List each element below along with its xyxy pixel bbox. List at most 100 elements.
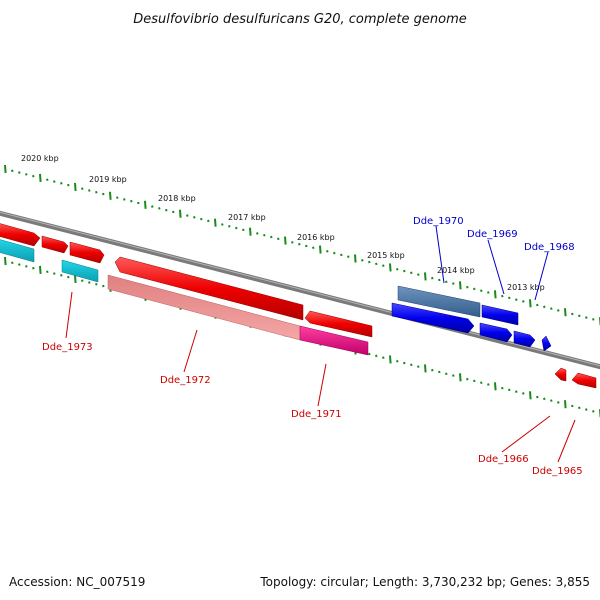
scale-tick-outer-minor bbox=[326, 250, 329, 253]
gene-block-dde-1968[interactable] bbox=[513, 330, 536, 348]
scale-tick-outer-major bbox=[39, 173, 42, 183]
scale-tick-outer-minor bbox=[340, 253, 343, 257]
gene-block-dde-1969[interactable] bbox=[479, 322, 513, 343]
accession-text: Accession: NC_007519 bbox=[9, 575, 145, 589]
scale-tick-inner-minor bbox=[515, 390, 518, 393]
gene-block-dde-1972-top[interactable] bbox=[114, 256, 304, 321]
scale-tick-outer-minor bbox=[81, 187, 84, 190]
scale-label-2016: 2016 kbp bbox=[297, 233, 335, 242]
scale-tick-outer-minor bbox=[277, 237, 280, 241]
scale-tick-outer-minor bbox=[417, 273, 420, 276]
scale-tick-outer-major bbox=[214, 218, 217, 227]
gene-label-dde-1970: Dde_1970 bbox=[413, 216, 464, 227]
gene-label-dde-1973: Dde_1973 bbox=[42, 342, 93, 353]
scale-tick-outer-minor bbox=[536, 303, 539, 307]
scale-tick-outer-minor bbox=[137, 201, 140, 205]
genome-backbone bbox=[0, 210, 600, 370]
scale-tick-outer-minor bbox=[60, 182, 63, 185]
gene-label-dde-1971: Dde_1971 bbox=[291, 409, 342, 420]
gene-block-dde-1969-top[interactable] bbox=[481, 304, 519, 326]
scale-tick-outer-minor bbox=[312, 246, 315, 250]
scale-tick-inner-minor bbox=[536, 395, 539, 399]
scale-tick-outer-minor bbox=[508, 296, 511, 300]
scale-label-2014: 2014 kbp bbox=[437, 266, 475, 275]
scale-tick-outer-minor bbox=[95, 190, 98, 194]
scale-tick-outer-major bbox=[284, 236, 287, 245]
scale-tick-inner-minor bbox=[67, 275, 70, 279]
scale-tick-outer-minor bbox=[32, 174, 35, 178]
scale-label-2017: 2017 kbp bbox=[228, 213, 266, 222]
scale-tick-outer-minor bbox=[487, 291, 490, 294]
scale-tick-inner-minor bbox=[445, 372, 448, 376]
scale-tick-inner-minor bbox=[46, 270, 49, 274]
scale-tick-outer-major bbox=[389, 263, 392, 272]
scale-tick-outer-major bbox=[74, 182, 77, 191]
scale-tick-outer-minor bbox=[473, 287, 476, 291]
gene-label-dde-1965: Dde_1965 bbox=[532, 466, 583, 477]
scale-tick-outer-minor bbox=[151, 205, 154, 208]
gene-block-dde-1966[interactable] bbox=[554, 367, 567, 382]
scale-tick-inner-minor bbox=[501, 386, 504, 390]
scale-tick-outer-minor bbox=[438, 278, 441, 282]
map-title: Desulfovibrio desulfuricans G20, complet… bbox=[133, 12, 467, 27]
scale-tick-inner-minor bbox=[431, 368, 434, 372]
leader-dde-1972 bbox=[183, 329, 198, 373]
scale-tick-outer-minor bbox=[46, 178, 49, 182]
scale-tick-outer-major bbox=[319, 245, 322, 254]
scale-ticks-outer bbox=[4, 164, 600, 326]
gene-block-dde-1965[interactable] bbox=[571, 372, 597, 389]
scale-tick-outer-minor bbox=[431, 276, 434, 280]
scale-tick-inner-minor bbox=[25, 265, 28, 268]
scale-tick-inner-minor bbox=[32, 266, 35, 270]
gene-block-cyan-left[interactable] bbox=[0, 239, 35, 263]
gene-block-dde-1970[interactable] bbox=[391, 302, 475, 334]
scale-tick-outer-minor bbox=[158, 207, 161, 210]
gene-label-dde-1968: Dde_1968 bbox=[524, 242, 575, 253]
scale-tick-inner-minor bbox=[487, 383, 490, 386]
scale-tick-outer-minor bbox=[361, 259, 364, 262]
scale-label-2019: 2019 kbp bbox=[89, 175, 127, 184]
scale-tick-inner-major bbox=[74, 274, 77, 283]
scale-tick-outer-minor bbox=[291, 241, 294, 244]
gene-block-small-blue[interactable] bbox=[541, 335, 552, 352]
summary-text: Topology: circular; Length: 3,730,232 bp… bbox=[259, 575, 590, 589]
scale-tick-outer-minor bbox=[578, 314, 581, 318]
scale-tick-outer-minor bbox=[480, 289, 483, 293]
scale-tick-outer-minor bbox=[382, 264, 385, 267]
scale-tick-outer-minor bbox=[67, 183, 70, 187]
scale-tick-inner-minor bbox=[473, 379, 476, 383]
scale-tick-outer-minor bbox=[550, 307, 553, 310]
scale-tick-outer-major bbox=[4, 164, 7, 174]
scale-tick-outer-minor bbox=[445, 280, 448, 284]
scale-tick-outer-minor bbox=[193, 216, 196, 219]
scale-label-2018: 2018 kbp bbox=[158, 194, 196, 203]
scale-tick-outer-minor bbox=[186, 214, 189, 217]
gene-block-left-3[interactable] bbox=[69, 241, 105, 264]
scale-tick-outer-minor bbox=[347, 255, 350, 259]
scale-tick-inner-minor bbox=[452, 374, 455, 377]
scale-tick-inner-major bbox=[529, 391, 532, 400]
scale-tick-outer-minor bbox=[263, 233, 266, 237]
scale-tick-outer-minor bbox=[452, 282, 455, 285]
gene-block-dde-1971-top[interactable] bbox=[304, 310, 373, 338]
scale-label-2020: 2020 kbp bbox=[21, 154, 59, 163]
scale-tick-outer-minor bbox=[165, 208, 168, 212]
gene-block-dde-1973[interactable] bbox=[61, 259, 99, 283]
scale-tick-inner-minor bbox=[410, 363, 413, 367]
scale-tick-outer-major bbox=[564, 308, 567, 317]
gene-block-dde-1970-steel[interactable] bbox=[397, 285, 481, 318]
scale-tick-inner-minor bbox=[11, 261, 14, 265]
leader-dde-1973 bbox=[65, 291, 73, 339]
scale-tick-outer-major bbox=[424, 272, 427, 281]
scale-tick-inner-major bbox=[39, 265, 42, 275]
gene-block-dde-1971[interactable] bbox=[299, 325, 369, 356]
gene-block-left-2[interactable] bbox=[41, 235, 69, 254]
scale-tick-outer-minor bbox=[53, 180, 56, 183]
scale-tick-outer-minor bbox=[592, 318, 595, 321]
scale-tick-inner-major bbox=[494, 382, 497, 391]
scale-tick-outer-minor bbox=[501, 294, 504, 298]
gene-block-left-edge[interactable] bbox=[0, 223, 41, 247]
scale-tick-inner-major bbox=[459, 373, 462, 382]
